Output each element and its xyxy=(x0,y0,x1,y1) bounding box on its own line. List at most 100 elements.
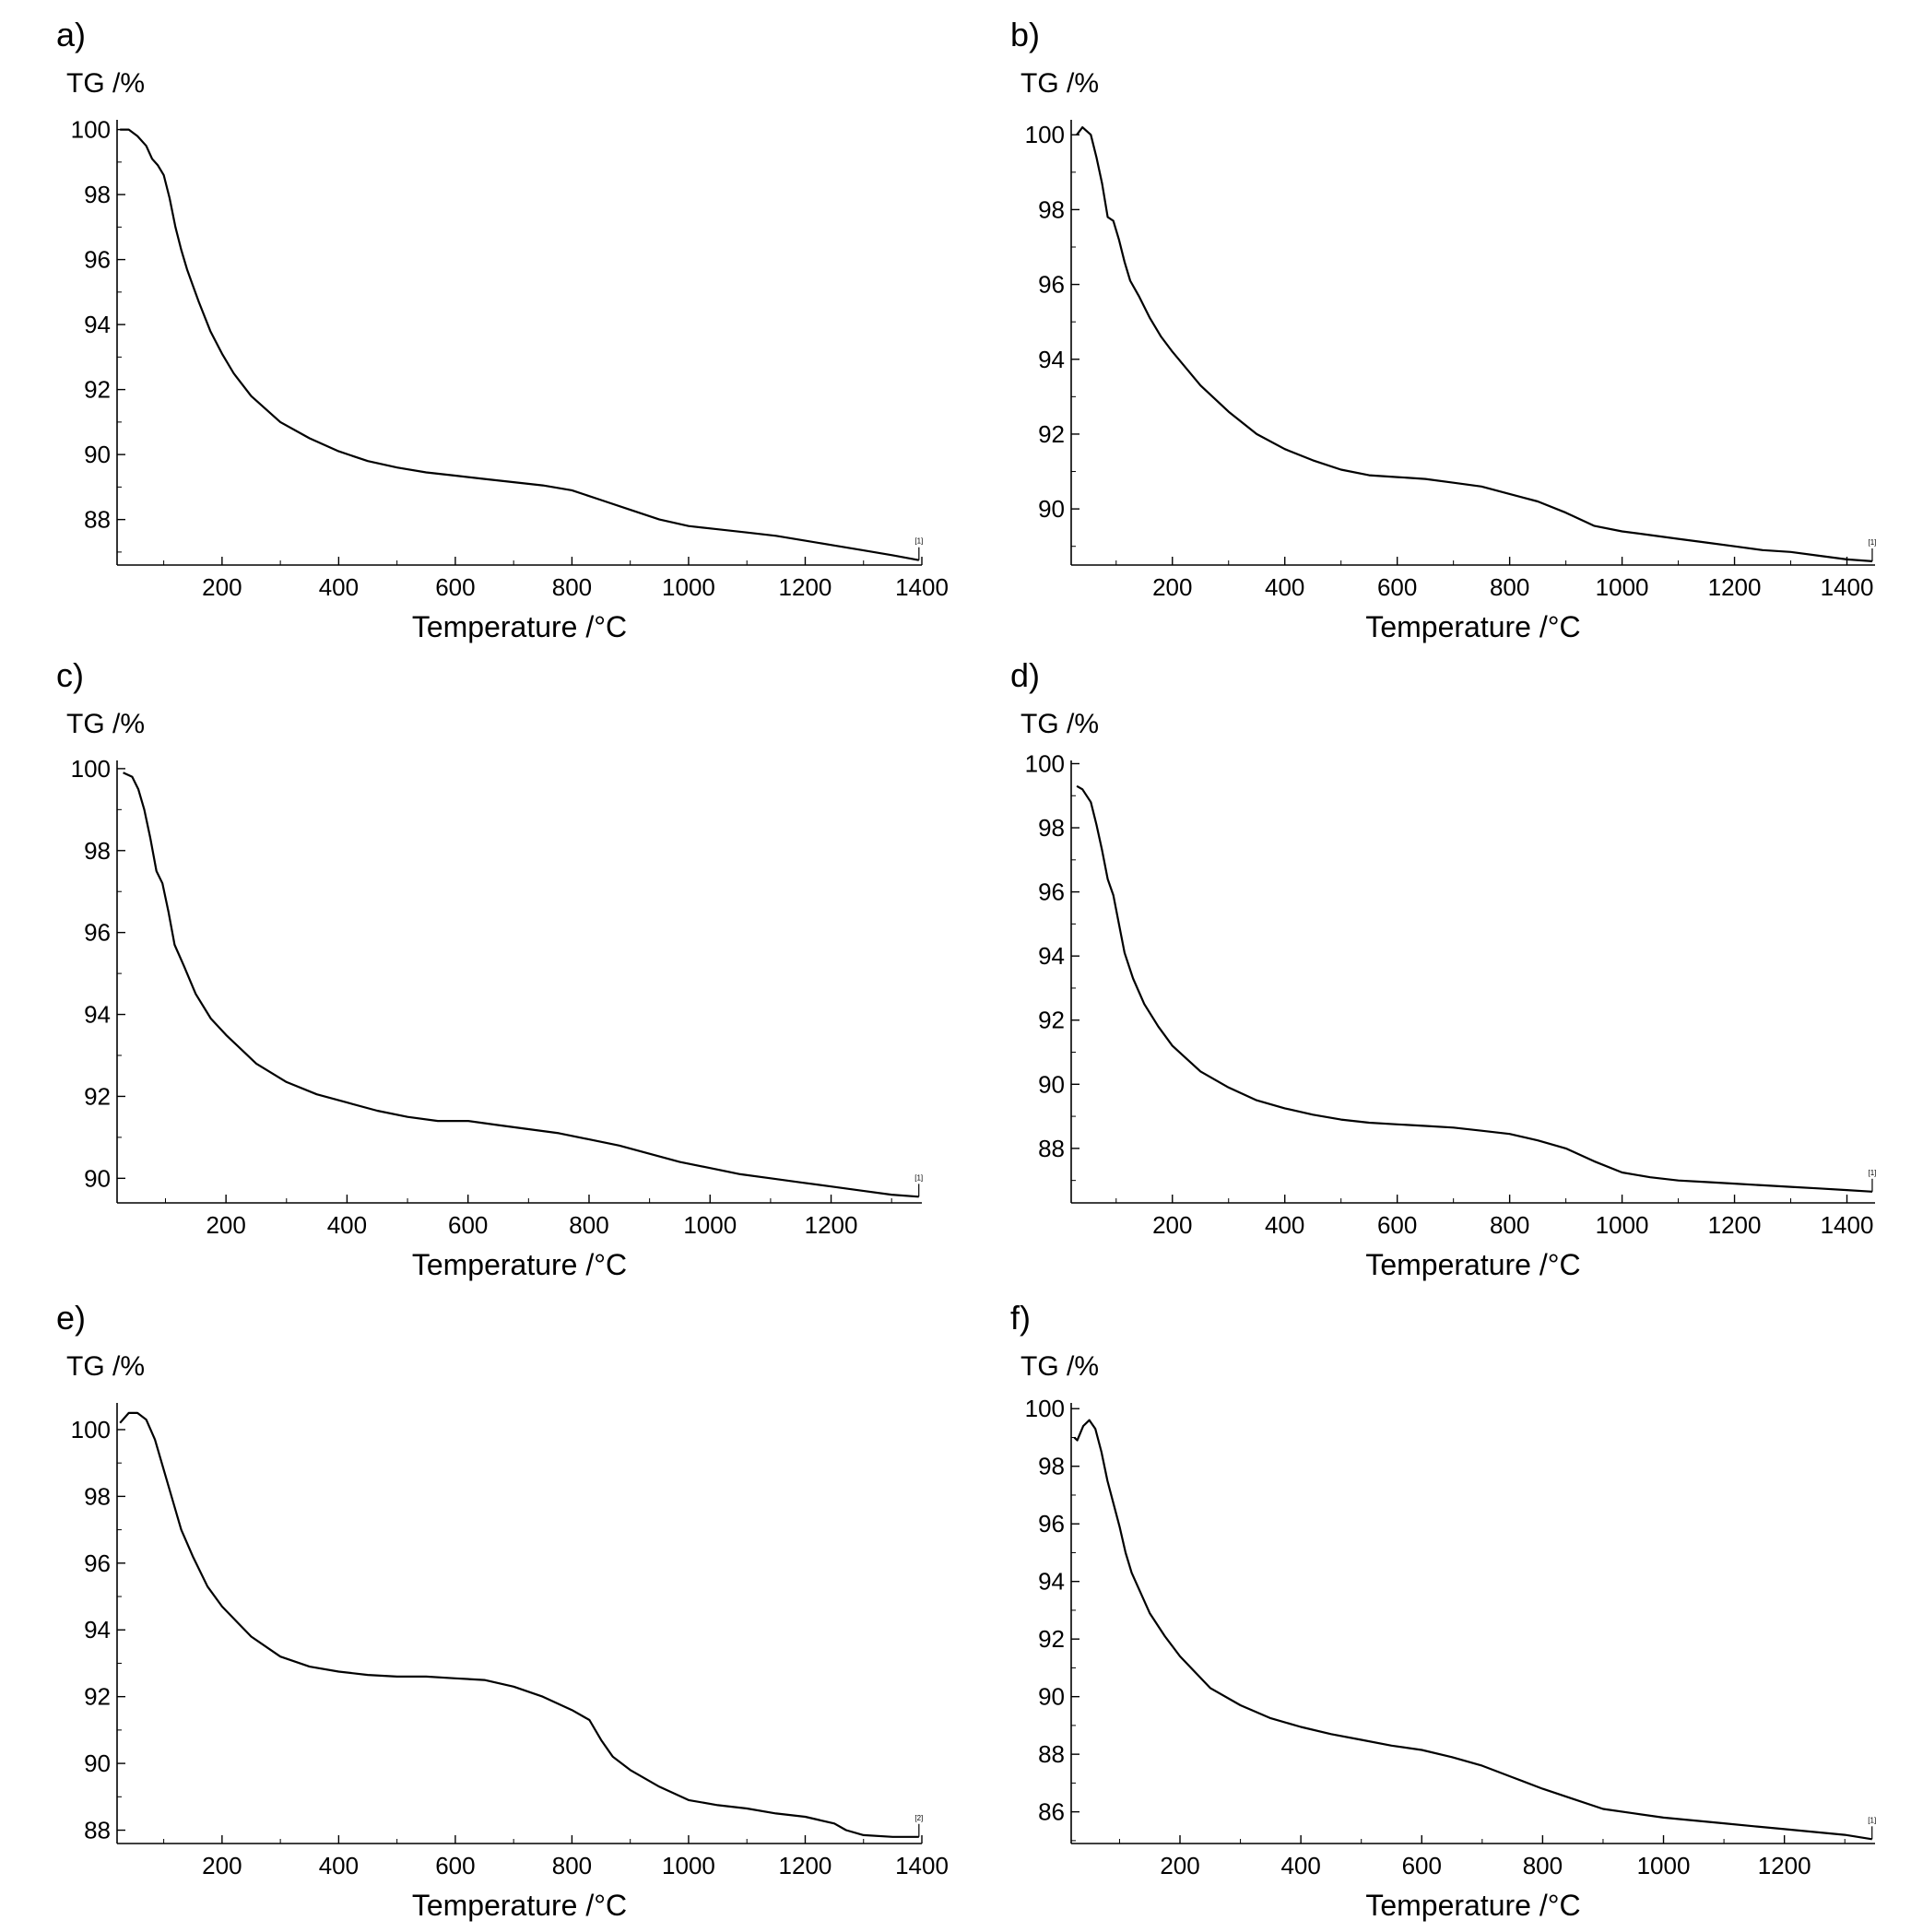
tg-chart-panel: d) TG /% 88 90 92 94 96 98 100 200 400 600 800 1000 12… xyxy=(1010,656,1876,1281)
x-axis-title: Temperature /°C xyxy=(1365,1889,1580,1922)
x-tick-label: 400 xyxy=(319,573,359,601)
x-tick-label: 1200 xyxy=(1708,1211,1762,1239)
y-tick-label: 98 xyxy=(1038,1453,1065,1480)
y-tick-label: 98 xyxy=(84,837,111,865)
x-tick-label: 1200 xyxy=(779,1852,832,1879)
tg-chart-panel: f) TG /% 86 88 90 92 94 96 98 100 200 400 600 800 1000… xyxy=(1010,1299,1876,1922)
tg-chart-panel: e) TG /% 88 90 92 94 96 98 100 200 400 600 800 1000 12… xyxy=(56,1299,949,1922)
y-tick-label: 90 xyxy=(84,1749,111,1777)
tg-chart-panel: c) TG /% 90 92 94 96 98 100 200 400 600 800 1000 1200… xyxy=(56,656,923,1281)
y-tick-label: 94 xyxy=(84,1616,111,1643)
x-tick-label: 1000 xyxy=(1637,1852,1691,1879)
y-tick-label: 88 xyxy=(1038,1135,1065,1162)
x-tick-label: 1400 xyxy=(1821,1211,1874,1239)
segment-marker-label: [1] xyxy=(914,537,923,546)
x-tick-label: 200 xyxy=(1160,1852,1199,1879)
x-axis-title: Temperature /°C xyxy=(1365,1248,1580,1281)
x-tick-label: 400 xyxy=(327,1211,367,1239)
y-axis-title: TG /% xyxy=(1020,68,1099,99)
x-tick-label: 1000 xyxy=(1596,1211,1649,1239)
y-tick-label: 96 xyxy=(84,246,111,274)
x-tick-label: 400 xyxy=(1265,573,1304,601)
x-tick-label: 1200 xyxy=(805,1211,858,1239)
tg-curve xyxy=(120,128,920,561)
y-tick-label: 98 xyxy=(84,181,111,208)
y-tick-label: 94 xyxy=(1038,346,1065,373)
panel-label: c) xyxy=(56,656,84,694)
x-tick-label: 200 xyxy=(202,1852,242,1879)
tg-curve xyxy=(119,1411,919,1838)
y-tick-label: 100 xyxy=(1025,749,1065,777)
y-tick-label: 96 xyxy=(84,919,111,947)
y-axis-title: TG /% xyxy=(66,709,145,739)
y-tick-label: 90 xyxy=(1038,495,1065,523)
x-tick-label: 600 xyxy=(1402,1852,1442,1879)
x-tick-label: 200 xyxy=(206,1211,245,1239)
x-tick-label: 1000 xyxy=(1596,573,1649,601)
y-tick-label: 98 xyxy=(84,1482,111,1510)
y-tick-label: 90 xyxy=(84,441,111,468)
x-tick-label: 200 xyxy=(202,573,242,601)
x-axis-title: Temperature /°C xyxy=(412,1889,627,1922)
y-tick-label: 92 xyxy=(1038,420,1065,448)
x-tick-label: 400 xyxy=(1280,1852,1320,1879)
y-tick-label: 100 xyxy=(71,116,111,144)
y-tick-label: 96 xyxy=(84,1549,111,1577)
y-tick-label: 92 xyxy=(84,1683,111,1711)
x-tick-label: 800 xyxy=(552,1852,592,1879)
tg-curve xyxy=(123,772,919,1198)
x-tick-label: 600 xyxy=(1377,573,1417,601)
x-tick-label: 1400 xyxy=(1821,573,1874,601)
x-tick-label: 600 xyxy=(448,1211,488,1239)
y-axis-title: TG /% xyxy=(66,68,145,99)
y-tick-label: 90 xyxy=(84,1164,111,1192)
x-tick-label: 600 xyxy=(435,1852,475,1879)
x-tick-label: 400 xyxy=(1265,1211,1304,1239)
panel-label: f) xyxy=(1010,1299,1031,1337)
y-tick-label: 94 xyxy=(84,1001,111,1029)
y-axis-title: TG /% xyxy=(1020,1351,1099,1382)
tg-curve xyxy=(1076,126,1873,562)
panel-label: a) xyxy=(56,16,86,53)
x-tick-label: 200 xyxy=(1152,573,1192,601)
x-tick-label: 600 xyxy=(1377,1211,1417,1239)
y-tick-label: 96 xyxy=(1038,878,1065,906)
y-tick-label: 86 xyxy=(1038,1798,1065,1826)
x-tick-label: 1200 xyxy=(779,573,832,601)
tg-curve xyxy=(1073,1419,1872,1841)
segment-marker-label: [1] xyxy=(1868,1169,1876,1177)
segment-marker-label: [1] xyxy=(914,1173,923,1182)
y-tick-label: 96 xyxy=(1038,271,1065,299)
x-tick-label: 800 xyxy=(1490,1211,1529,1239)
x-tick-label: 200 xyxy=(1152,1211,1192,1239)
segment-marker-label: [1] xyxy=(1868,1816,1876,1824)
tg-chart-panel: b) TG /% 90 92 94 96 98 100 200 400 600 800 1000 1200… xyxy=(1010,16,1876,643)
y-tick-label: 88 xyxy=(84,1817,111,1844)
y-tick-label: 94 xyxy=(1038,942,1065,970)
x-tick-label: 1000 xyxy=(662,573,715,601)
x-tick-label: 1400 xyxy=(895,573,949,601)
y-tick-label: 100 xyxy=(71,1416,111,1443)
y-tick-label: 88 xyxy=(1038,1740,1065,1768)
x-axis-title: Temperature /°C xyxy=(412,1248,627,1281)
x-tick-label: 1000 xyxy=(683,1211,737,1239)
y-tick-label: 94 xyxy=(1038,1568,1065,1596)
y-tick-label: 90 xyxy=(1038,1070,1065,1098)
segment-marker-label: [1] xyxy=(1868,538,1876,547)
y-tick-label: 96 xyxy=(1038,1510,1065,1537)
x-tick-label: 1400 xyxy=(895,1852,949,1879)
x-tick-label: 400 xyxy=(319,1852,359,1879)
x-tick-label: 1200 xyxy=(1708,573,1762,601)
x-tick-label: 800 xyxy=(1523,1852,1563,1879)
x-tick-label: 1200 xyxy=(1758,1852,1811,1879)
x-tick-label: 800 xyxy=(552,573,592,601)
panel-label: d) xyxy=(1010,656,1040,694)
y-tick-label: 92 xyxy=(1038,1007,1065,1034)
x-tick-label: 800 xyxy=(569,1211,608,1239)
y-tick-label: 88 xyxy=(84,506,111,534)
y-tick-label: 98 xyxy=(1038,814,1065,842)
y-tick-label: 92 xyxy=(84,376,111,404)
x-tick-label: 1000 xyxy=(662,1852,715,1879)
y-tick-label: 100 xyxy=(1025,121,1065,148)
